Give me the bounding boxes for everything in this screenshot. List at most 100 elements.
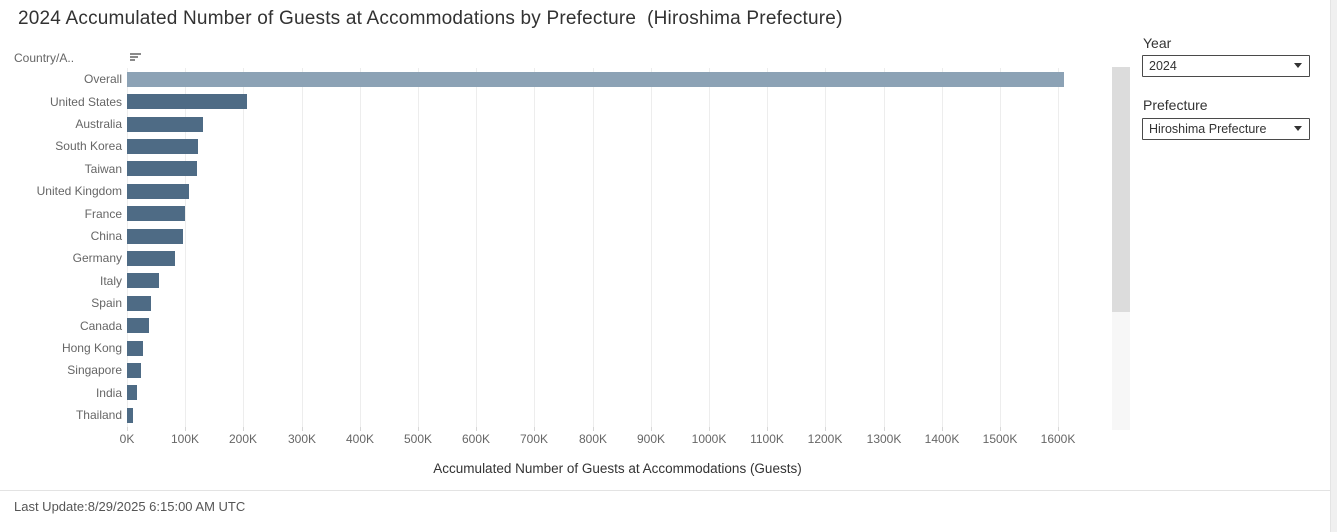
- x-tick-mark: [418, 427, 419, 431]
- x-tick-label-600k: 600K: [461, 432, 491, 446]
- bar-india[interactable]: [127, 385, 137, 401]
- gridline: [884, 68, 885, 427]
- prefecture-dropdown[interactable]: Hiroshima Prefecture: [1142, 118, 1310, 140]
- gridline: [418, 68, 419, 427]
- x-tick-mark: [360, 427, 361, 431]
- gridline: [127, 68, 128, 427]
- category-label-singapore[interactable]: Singapore: [67, 363, 122, 378]
- x-tick-label-1200k: 1200K: [807, 432, 843, 446]
- x-tick-label-0k: 0K: [119, 432, 135, 446]
- bar-canada[interactable]: [127, 318, 149, 334]
- gridline: [767, 68, 768, 427]
- x-tick-mark: [709, 427, 710, 431]
- bar-singapore[interactable]: [127, 362, 141, 378]
- bar-france[interactable]: [127, 206, 185, 222]
- x-tick-label-1300k: 1300K: [866, 432, 902, 446]
- gridline: [1000, 68, 1001, 427]
- category-label-india[interactable]: India: [95, 385, 122, 400]
- chevron-down-icon: [1294, 126, 1302, 131]
- bar-taiwan[interactable]: [127, 161, 197, 177]
- bar-hong-kong[interactable]: [127, 340, 143, 356]
- page-title: 2024 Accumulated Number of Guests at Acc…: [18, 8, 843, 29]
- x-tick-mark: [534, 427, 535, 431]
- prefecture-dropdown-value: Hiroshima Prefecture: [1149, 122, 1267, 136]
- bar-italy[interactable]: [127, 273, 159, 289]
- bar-chart-plot-area: [127, 68, 1108, 427]
- footer-divider: [0, 490, 1330, 491]
- chart-vertical-scrollbar-track[interactable]: [1112, 67, 1130, 430]
- chevron-down-icon: [1294, 63, 1302, 68]
- category-label-spain[interactable]: Spain: [91, 296, 122, 311]
- x-tick-label-1600k: 1600K: [1040, 432, 1076, 446]
- gridline: [243, 68, 244, 427]
- x-tick-mark: [593, 427, 594, 431]
- x-tick-label-1400k: 1400K: [924, 432, 960, 446]
- x-tick-mark: [302, 427, 303, 431]
- x-tick-mark: [651, 427, 652, 431]
- gridline: [593, 68, 594, 427]
- gridline: [651, 68, 652, 427]
- x-tick-mark: [1000, 427, 1001, 431]
- bar-spain[interactable]: [127, 295, 151, 311]
- bar-united-kingdom[interactable]: [127, 183, 189, 199]
- gridline: [709, 68, 710, 427]
- year-filter-label: Year: [1143, 35, 1172, 51]
- sort-descending-icon[interactable]: [130, 53, 143, 64]
- category-label-germany[interactable]: Germany: [72, 251, 122, 266]
- category-label-south-korea[interactable]: South Korea: [55, 139, 122, 154]
- x-tick-label-800k: 800K: [578, 432, 608, 446]
- gridline: [476, 68, 477, 427]
- x-tick-mark: [942, 427, 943, 431]
- x-tick-mark: [825, 427, 826, 431]
- category-label-united-states[interactable]: United States: [49, 94, 122, 109]
- category-label-hong-kong[interactable]: Hong Kong: [61, 341, 122, 355]
- x-tick-label-1000k: 1000K: [691, 432, 727, 446]
- bar-south-korea[interactable]: [127, 138, 198, 154]
- gridline: [825, 68, 826, 427]
- category-label-canada[interactable]: Canada: [79, 318, 122, 333]
- x-tick-mark: [767, 427, 768, 431]
- category-label-france[interactable]: France: [84, 206, 122, 221]
- page-scrollbar[interactable]: [1330, 0, 1337, 532]
- gridline: [302, 68, 303, 427]
- year-dropdown-value: 2024: [1149, 59, 1177, 73]
- category-label-australia[interactable]: Australia: [75, 117, 122, 131]
- x-axis-title: Accumulated Number of Guests at Accommod…: [433, 461, 802, 476]
- chart-vertical-scrollbar-thumb[interactable]: [1112, 67, 1130, 312]
- gridline: [942, 68, 943, 427]
- bar-thailand[interactable]: [127, 407, 133, 423]
- gridline: [360, 68, 361, 427]
- year-dropdown[interactable]: 2024: [1142, 55, 1310, 77]
- gridline: [185, 68, 186, 427]
- gridline: [1058, 68, 1059, 427]
- column-header-country[interactable]: Country/A..: [14, 51, 75, 65]
- x-tick-label-900k: 900K: [636, 432, 666, 446]
- category-label-united-kingdom[interactable]: United Kingdom: [36, 184, 122, 199]
- last-update-text: Last Update:8/29/2025 6:15:00 AM UTC: [14, 499, 246, 514]
- bar-germany[interactable]: [127, 250, 175, 266]
- x-tick-mark: [884, 427, 885, 431]
- prefecture-filter-label: Prefecture: [1143, 97, 1208, 113]
- x-tick-mark: [1058, 427, 1059, 431]
- x-tick-mark: [476, 427, 477, 431]
- x-tick-label-400k: 400K: [345, 432, 375, 446]
- category-label-italy[interactable]: Italy: [99, 273, 122, 288]
- x-tick-mark: [185, 427, 186, 431]
- category-label-overall[interactable]: Overall: [83, 72, 122, 87]
- x-tick-label-500k: 500K: [403, 432, 433, 446]
- x-tick-mark: [243, 427, 244, 431]
- gridline: [534, 68, 535, 427]
- x-tick-label-300k: 300K: [287, 432, 317, 446]
- bar-united-states[interactable]: [127, 94, 247, 110]
- category-label-taiwan[interactable]: Taiwan: [84, 161, 122, 176]
- bar-australia[interactable]: [127, 116, 203, 132]
- x-tick-mark: [127, 427, 128, 431]
- category-label-thailand[interactable]: Thailand: [75, 408, 122, 423]
- category-label-china[interactable]: China: [90, 229, 122, 243]
- x-tick-label-1100k: 1100K: [750, 432, 784, 446]
- bar-overall[interactable]: [127, 71, 1064, 87]
- bar-china[interactable]: [127, 228, 183, 244]
- x-tick-label-700k: 700K: [519, 432, 549, 446]
- x-tick-label-200k: 200K: [228, 432, 258, 446]
